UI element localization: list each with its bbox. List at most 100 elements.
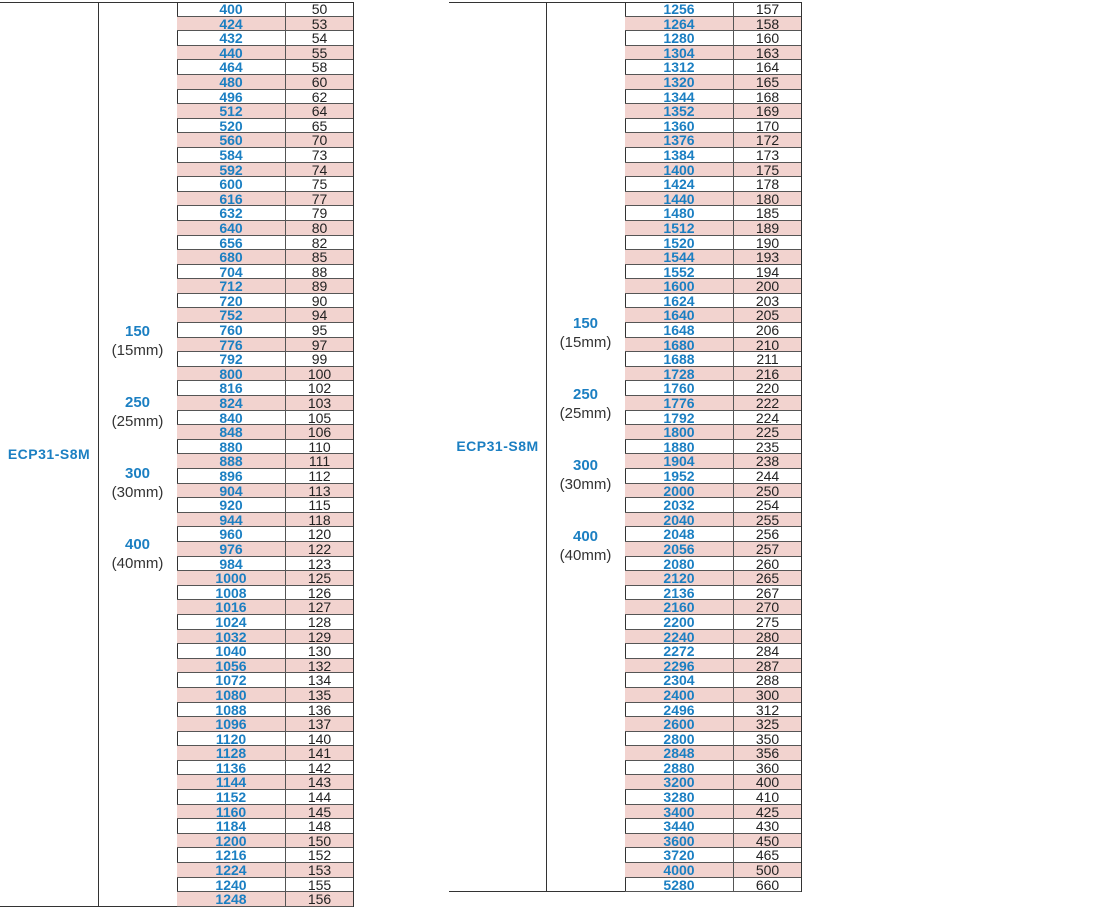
tooth-count-cell: 106 (285, 425, 353, 439)
table-row: 560 70 (177, 133, 353, 148)
belt-length-cell: 1360 (663, 117, 695, 134)
table-row: 2600 325 (625, 717, 801, 732)
belt-length-cell: 1520 (663, 234, 695, 251)
table-row: 1520 190 (625, 234, 801, 251)
tooth-count-cell: 130 (285, 644, 353, 658)
tooth-count-cell: 168 (733, 89, 801, 103)
belt-length-cell: 432 (219, 30, 243, 47)
belt-length-cell: 1352 (663, 103, 695, 120)
table-row: 1800 225 (625, 425, 801, 440)
tooth-count-cell: 193 (733, 250, 801, 264)
belt-length-cell: 816 (219, 380, 243, 397)
tooth-count-cell: 260 (733, 556, 801, 570)
table-row: 1056 132 (177, 658, 353, 674)
belt-length-cell: 760 (219, 322, 243, 339)
tooth-count-cell: 90 (285, 293, 353, 308)
tooth-count-cell: 100 (285, 366, 353, 381)
table-row: 1792 224 (625, 410, 801, 426)
belt-length-cell: 2040 (663, 511, 695, 528)
table-row: 712 89 (177, 279, 353, 294)
tooth-count-cell: 125 (285, 571, 353, 585)
table-row: 1376 172 (625, 133, 801, 148)
tooth-count-cell: 160 (733, 31, 801, 45)
belt-length-cell: 840 (219, 409, 243, 426)
belt-length-cell: 800 (219, 365, 243, 382)
belt-length-cell: 1184 (215, 818, 247, 835)
tooth-count-cell: 280 (733, 629, 801, 643)
tooth-count-cell: 58 (285, 60, 353, 74)
tooth-count-cell: 128 (285, 614, 353, 629)
table-row: 704 88 (177, 264, 353, 280)
table-row: 680 85 (177, 250, 353, 265)
tooth-count-cell: 120 (285, 527, 353, 541)
belt-length-cell: 2304 (663, 672, 695, 689)
tooth-count-cell: 660 (733, 877, 801, 891)
tooth-count-cell: 465 (733, 848, 801, 862)
belt-length-cell: 1264 (663, 15, 695, 32)
table-row: 2496 312 (625, 702, 801, 718)
belt-length-cell: 1760 (663, 380, 695, 397)
tooth-count-cell: 210 (733, 337, 801, 351)
tooth-count-cell: 287 (733, 658, 801, 673)
width-mm: (15mm) (559, 334, 612, 351)
tooth-count-cell: 270 (733, 600, 801, 614)
belt-length-cell: 1280 (663, 30, 695, 47)
belt-length-cell: 616 (219, 190, 243, 207)
width-code: 400 (572, 528, 599, 545)
tooth-count-cell: 65 (285, 118, 353, 133)
tooth-count-cell: 238 (733, 454, 801, 468)
table-row: 1032 129 (177, 629, 353, 645)
belt-length-cell: 1552 (663, 263, 695, 280)
tooth-count-cell: 211 (733, 352, 801, 366)
tooth-count-cell: 141 (285, 746, 353, 760)
belt-length-cell: 896 (219, 468, 243, 484)
belt-length-cell: 1224 (215, 862, 247, 879)
belt-length-cell: 1088 (215, 701, 247, 718)
table-row: 1600 200 (625, 279, 801, 294)
tooth-count-cell: 79 (285, 206, 353, 220)
width-mm: (15mm) (111, 342, 164, 359)
table-row: 1120 140 (177, 730, 353, 747)
tooth-count-cell: 170 (733, 118, 801, 133)
belt-length-cell: 712 (219, 278, 243, 295)
table-row: 1024 128 (177, 614, 353, 630)
tooth-count-cell: 220 (733, 381, 801, 395)
tooth-count-cell: 145 (285, 804, 353, 818)
belt-length-cell: 1016 (215, 599, 247, 616)
table-row: 1904 238 (625, 454, 801, 469)
tooth-count-cell: 194 (733, 264, 801, 278)
tooth-count-cell: 54 (285, 31, 353, 45)
tooth-count-cell: 284 (733, 644, 801, 658)
belt-length-cell: 512 (219, 103, 243, 120)
tooth-count-cell: 175 (733, 162, 801, 176)
belt-length-cell: 584 (219, 146, 243, 163)
table-row: 2848 356 (625, 746, 801, 761)
belt-length-cell: 1120 (215, 730, 247, 747)
belt-length-cell: 2032 (663, 497, 695, 514)
table-row: 760 95 (177, 323, 353, 338)
tooth-count-cell: 288 (733, 673, 801, 687)
table-row: 1216 152 (177, 848, 353, 864)
tooth-count-cell: 126 (285, 585, 353, 600)
tooth-count-cell: 50 (285, 2, 353, 16)
tooth-count-cell: 173 (733, 147, 801, 162)
width-code: 250 (124, 394, 151, 411)
table-row: 776 97 (177, 337, 353, 353)
table-row: 432 54 (177, 31, 353, 46)
belt-length-cell: 904 (219, 482, 243, 499)
belt-length-cell: 1544 (663, 249, 695, 266)
tooth-count-cell: 127 (285, 600, 353, 614)
belt-length-cell: 1000 (215, 570, 247, 587)
table-row: 2136 267 (625, 585, 801, 601)
belt-length-cell: 2240 (663, 628, 695, 645)
tooth-count-cell: 360 (733, 760, 801, 775)
belt-length-cell: 3600 (663, 832, 695, 849)
belt-length-cell: 3440 (663, 818, 695, 835)
belt-length-cell: 2056 (663, 540, 695, 557)
table-row: 1312 164 (625, 60, 801, 75)
belt-length-cell: 1440 (663, 190, 695, 207)
belt-length-cell: 600 (219, 176, 243, 193)
table-row: 616 77 (177, 190, 353, 207)
table-row: 720 90 (177, 293, 353, 309)
belt-length-cell: 1680 (663, 336, 695, 353)
